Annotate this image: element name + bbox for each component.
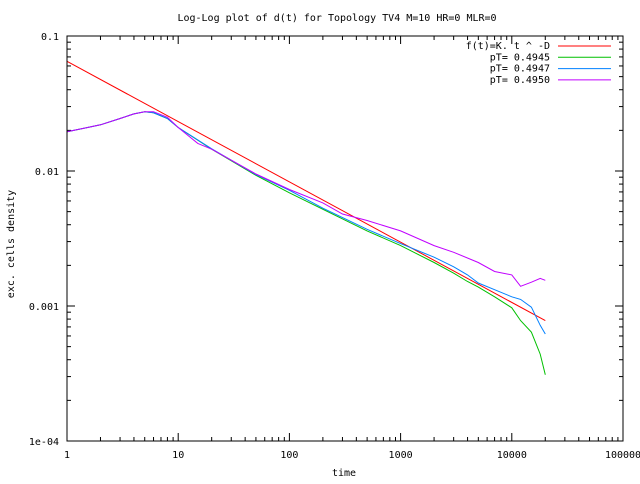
axis-ticks: 1 10 100 1000 10000 100000 1e-04 0.001 0.01 0.1 (29, 32, 640, 461)
y-tick-label: 0.1 (41, 32, 59, 43)
y-tick-label: 0.001 (29, 302, 59, 313)
series-line-3 (66, 111, 546, 287)
x-tick-label: 10 (172, 450, 184, 461)
y-tick-label: 1e-04 (29, 437, 59, 448)
x-tick-label: 100000 (605, 450, 640, 461)
x-tick-label: 100 (280, 450, 298, 461)
plot-frame (66, 35, 624, 442)
x-tick-label: 1000 (389, 450, 413, 461)
legend-label: f(t)=K. t ^ -D (466, 41, 550, 52)
y-axis-label: exc. cells density (6, 190, 17, 298)
legend-label: pT= 0.4947 (490, 64, 550, 75)
x-axis-label: time (332, 468, 356, 479)
legend-label: pT= 0.4945 (490, 52, 550, 63)
x-tick-label: 1 (64, 450, 70, 461)
y-tick-label: 0.01 (35, 167, 59, 178)
series-lines (66, 60, 546, 375)
series-line-0 (66, 60, 546, 322)
chart-title: Log-Log plot of d(t) for Topology TV4 M=… (177, 13, 496, 24)
legend-label: pT= 0.4950 (490, 75, 550, 86)
x-tick-label: 10000 (497, 450, 527, 461)
